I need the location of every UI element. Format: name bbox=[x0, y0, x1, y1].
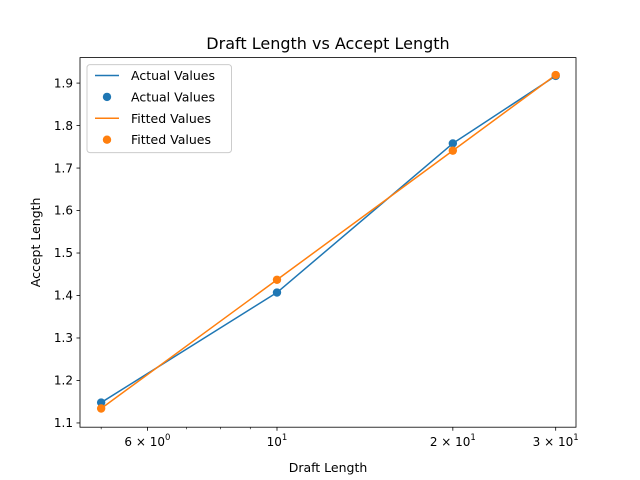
y-tick-label: 1.3 bbox=[54, 331, 73, 345]
y-tick-label: 1.5 bbox=[54, 246, 73, 260]
legend-fitted-values-point-swatch bbox=[102, 135, 112, 144]
fitted-values-point bbox=[96, 404, 106, 413]
actual-values-point bbox=[448, 139, 458, 148]
chart-title: Draft Length vs Accept Length bbox=[206, 34, 449, 53]
actual-values-point bbox=[96, 398, 106, 407]
axes-frame bbox=[79, 57, 577, 428]
legend-label: Actual Values bbox=[131, 89, 215, 104]
series-points bbox=[96, 70, 560, 413]
y-axis-label: Accept Length bbox=[28, 198, 43, 288]
y-tick-label: 1.9 bbox=[54, 76, 73, 90]
actual-values-point bbox=[272, 288, 282, 297]
y-tick-label: 1.2 bbox=[54, 374, 73, 388]
y-tick-label: 1.6 bbox=[54, 204, 73, 218]
x-tick-label: 101 bbox=[267, 433, 288, 449]
series-lines bbox=[100, 74, 557, 410]
y-tick-label: 1.4 bbox=[54, 289, 73, 303]
x-tick-label: 3 × 101 bbox=[533, 433, 579, 449]
x-axis-label: Draft Length bbox=[289, 460, 368, 475]
legend-label: Fitted Values bbox=[131, 111, 211, 126]
x-tick-label: 6 × 100 bbox=[124, 433, 170, 449]
y-tick-label: 1.8 bbox=[54, 119, 73, 133]
legend-label: Fitted Values bbox=[131, 132, 211, 147]
axis-ticks: 1.1 1.2 1.3 1.4 1.5 1.6 1.7 1.8 1.9 6 × 100 101 2 ×… bbox=[54, 76, 579, 449]
fitted-values-point bbox=[448, 146, 458, 155]
y-tick-label: 1.1 bbox=[54, 416, 73, 430]
fitted-values-line bbox=[100, 74, 557, 410]
fitted-values-point bbox=[551, 70, 560, 80]
x-tick-label: 2 × 101 bbox=[430, 433, 476, 449]
legend-box bbox=[86, 64, 232, 154]
legend: Actual Values Actual Values Fitted Values F… bbox=[86, 64, 232, 154]
legend-label: Actual Values bbox=[131, 68, 215, 83]
actual-values-line bbox=[100, 75, 557, 404]
y-tick-label: 1.7 bbox=[54, 161, 73, 175]
fitted-values-point bbox=[272, 275, 282, 284]
legend-actual-values-point-swatch bbox=[102, 92, 112, 102]
